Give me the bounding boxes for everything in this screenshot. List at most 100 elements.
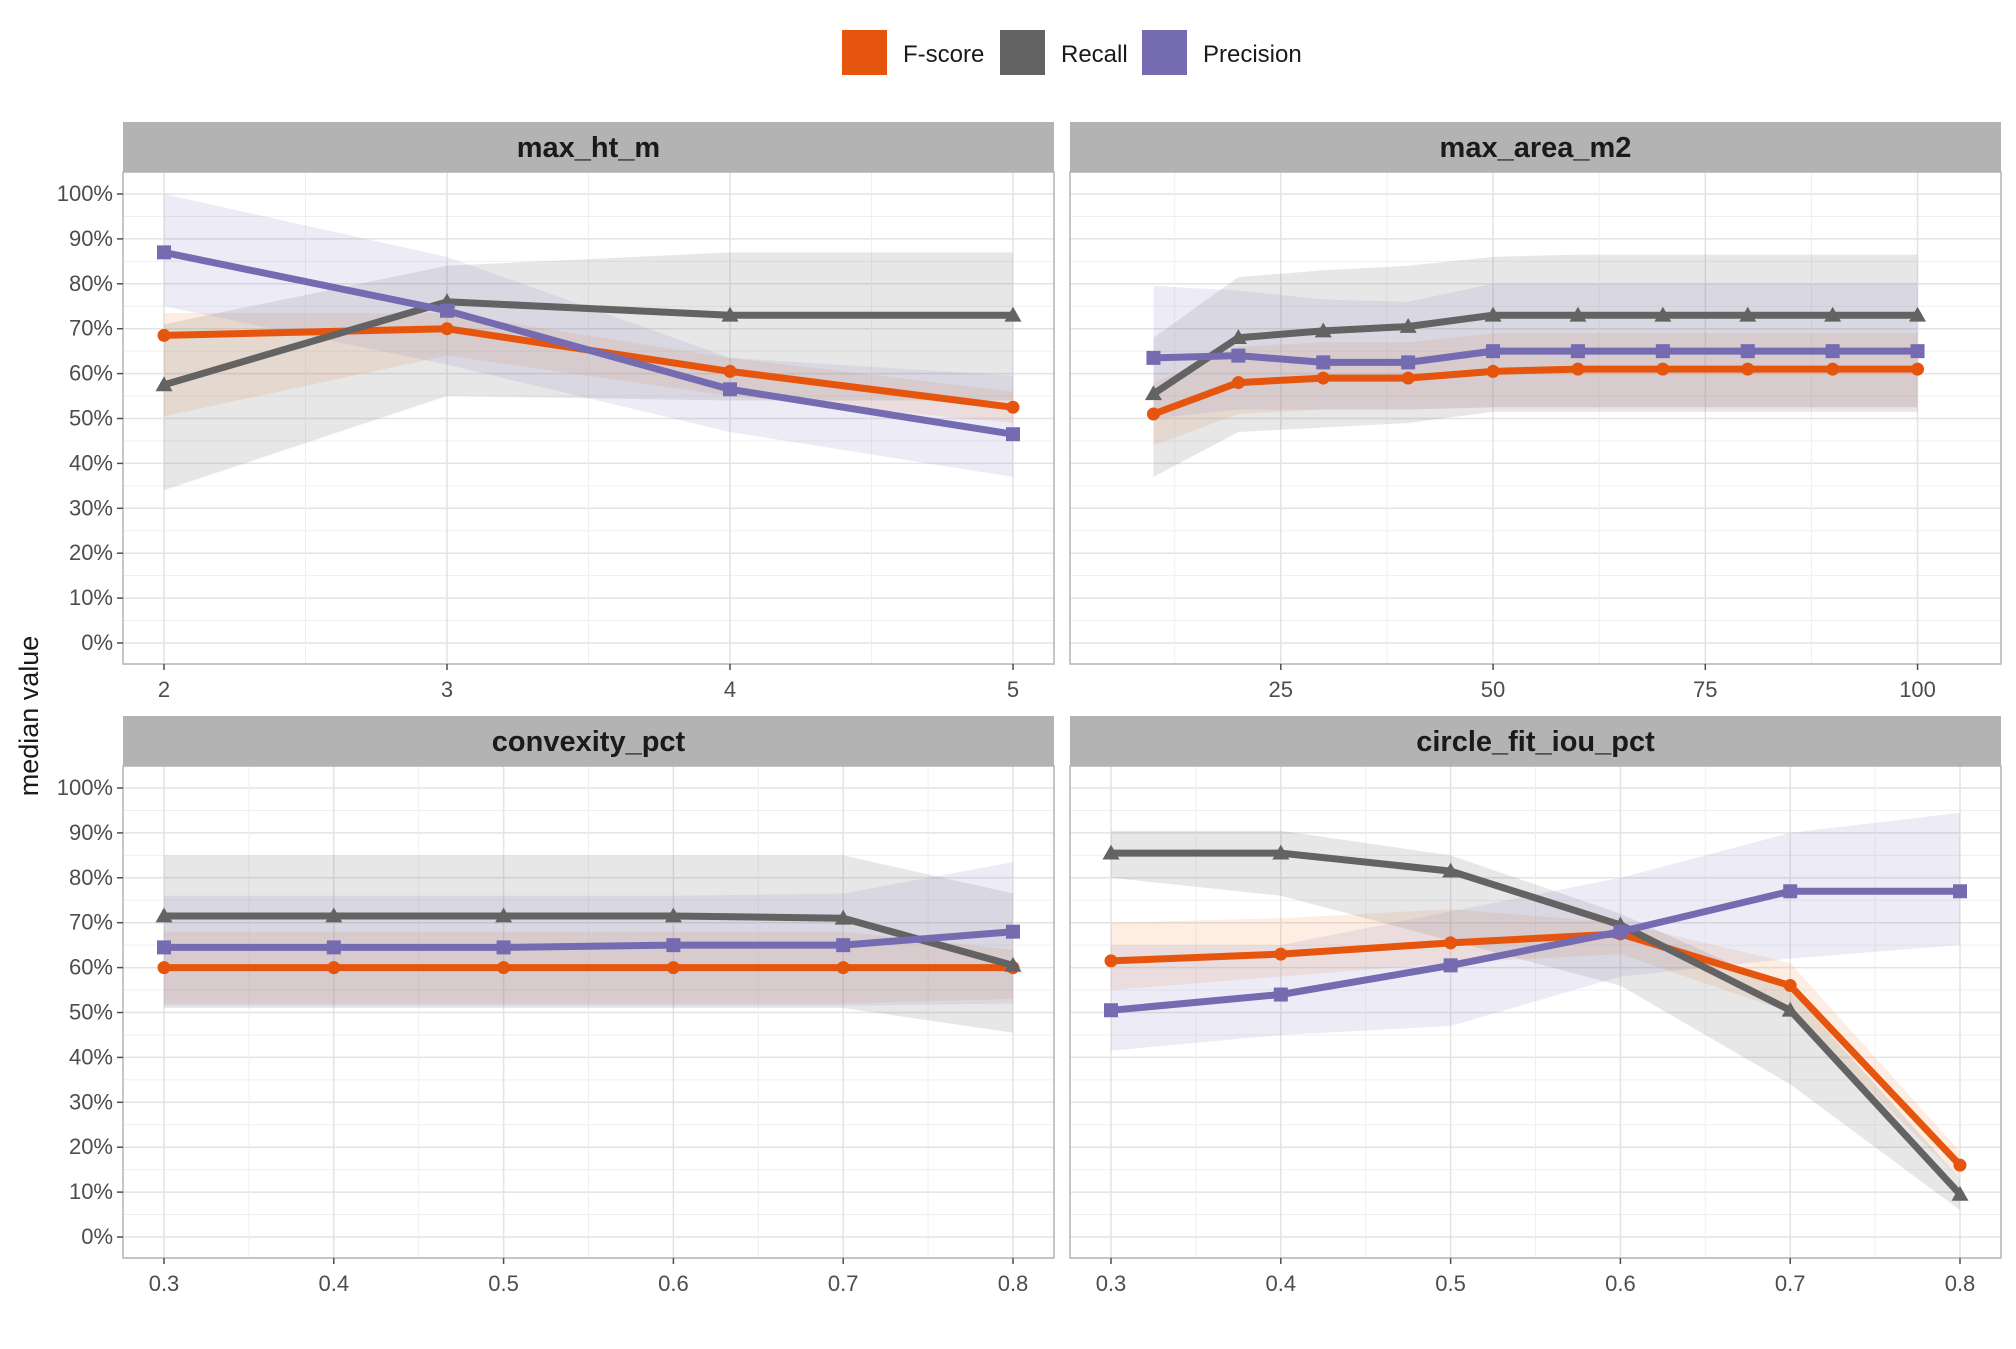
legend-swatch-f-score — [842, 30, 887, 75]
series-line-precision — [160, 248, 1017, 438]
point-precision — [440, 303, 454, 318]
point-recall — [1781, 1001, 1799, 1017]
point-f-score — [440, 322, 454, 336]
point-f-score — [723, 364, 737, 378]
x-tick-label: 0.7 — [1775, 1271, 1806, 1296]
point-f-score — [1953, 1158, 1967, 1172]
point-precision — [1104, 1003, 1118, 1018]
y-tick-label: 60% — [69, 955, 113, 980]
x-tick-label: 50 — [1481, 677, 1505, 702]
y-tick-label: 40% — [69, 450, 113, 475]
panel-convexity-pct: convexity_pct 0% 10% 20% 30% 40% 50% 60% 70% 80% 9… — [57, 716, 1055, 1296]
series-line-f-score — [1150, 365, 1921, 418]
point-f-score — [327, 961, 341, 975]
point-recall — [1144, 385, 1162, 401]
point-f-score — [1401, 371, 1415, 385]
point-precision — [1006, 924, 1020, 939]
point-recall — [155, 376, 173, 392]
x-tick-label: 0.8 — [998, 1271, 1029, 1296]
ribbon-precision — [164, 194, 1013, 477]
panel-border — [1069, 765, 2002, 1259]
series-line-recall — [160, 912, 1017, 969]
x-tick-label: 100 — [1899, 677, 1936, 702]
x-tick-label: 0.6 — [658, 1271, 689, 1296]
series-line-precision — [1107, 887, 1964, 1014]
x-tick-label: 5 — [1007, 677, 1019, 702]
point-recall — [1824, 306, 1842, 322]
y-tick-label: 40% — [69, 1044, 113, 1069]
point-precision — [1443, 958, 1458, 973]
point-recall — [1442, 862, 1460, 878]
panel-border — [1069, 171, 2002, 665]
y-tick-label: 0% — [81, 1224, 113, 1249]
ribbon-recall — [1111, 830, 1960, 1211]
point-recall — [1102, 844, 1120, 860]
point-precision — [1910, 344, 1925, 359]
x-tick-label: 0.5 — [488, 1271, 519, 1296]
point-precision — [157, 245, 171, 260]
y-tick-label: 20% — [69, 540, 113, 565]
point-f-score — [497, 961, 511, 975]
point-f-score — [1231, 376, 1245, 390]
point-precision — [1570, 344, 1585, 359]
y-tick-label: 50% — [69, 1000, 113, 1025]
series-line-recall — [1150, 311, 1921, 398]
y-tick-label: 100% — [57, 181, 113, 206]
point-precision — [496, 940, 511, 955]
point-precision — [1231, 348, 1246, 363]
point-f-score — [836, 961, 850, 975]
x-tick-label: 0.3 — [1096, 1271, 1127, 1296]
point-precision — [157, 940, 171, 955]
point-recall — [1951, 1185, 1969, 1201]
panel-strip — [1070, 122, 2001, 172]
point-recall — [834, 909, 852, 925]
point-precision — [1740, 344, 1755, 359]
point-f-score — [1826, 362, 1840, 376]
x-tick-label: 0.4 — [319, 1271, 350, 1296]
y-tick-label: 90% — [69, 820, 113, 845]
point-f-score — [1656, 362, 1670, 376]
point-recall — [325, 907, 343, 923]
point-f-score — [1274, 947, 1288, 961]
legend: F-score Recall Precision — [842, 30, 1302, 75]
y-tick-label: 60% — [69, 361, 113, 386]
y-tick-label: 80% — [69, 271, 113, 296]
point-recall — [1314, 322, 1332, 338]
point-recall — [1004, 956, 1022, 972]
point-recall — [1484, 306, 1502, 322]
x-tick-label: 0.5 — [1435, 1271, 1466, 1296]
point-precision — [1953, 884, 1967, 899]
x-tick-label: 0.7 — [828, 1271, 859, 1296]
point-recall — [721, 306, 739, 322]
y-tick-label: 0% — [81, 630, 113, 655]
point-f-score — [666, 961, 680, 975]
y-tick-label: 10% — [69, 1179, 113, 1204]
point-precision — [1401, 355, 1416, 370]
ribbon-f-score — [164, 313, 1013, 423]
point-recall — [1654, 306, 1672, 322]
x-tick-label: 25 — [1269, 677, 1293, 702]
y-tick-label: 70% — [69, 316, 113, 341]
point-recall — [1399, 317, 1417, 333]
y-tick-label: 30% — [69, 1089, 113, 1114]
y-tick-label: 100% — [57, 775, 113, 800]
point-precision — [1783, 884, 1798, 899]
point-f-score — [157, 961, 171, 975]
point-recall — [495, 907, 513, 923]
point-f-score — [1571, 362, 1585, 376]
point-precision — [1006, 427, 1020, 442]
point-recall — [1272, 844, 1290, 860]
panel-title: max_ht_m — [517, 132, 660, 164]
series-line-precision — [1150, 347, 1921, 366]
point-f-score — [1316, 371, 1330, 385]
point-precision — [1146, 350, 1161, 365]
panel-strip — [1070, 716, 2001, 766]
point-f-score — [1146, 407, 1160, 421]
series-line-recall — [1107, 849, 1964, 1198]
panel-strip — [123, 716, 1054, 766]
point-f-score — [1006, 400, 1020, 414]
panel-max-area-m2: max_area_m2 25 50 75 100 — [1069, 122, 2002, 702]
panel-title: circle_fit_iou_pct — [1416, 726, 1655, 758]
